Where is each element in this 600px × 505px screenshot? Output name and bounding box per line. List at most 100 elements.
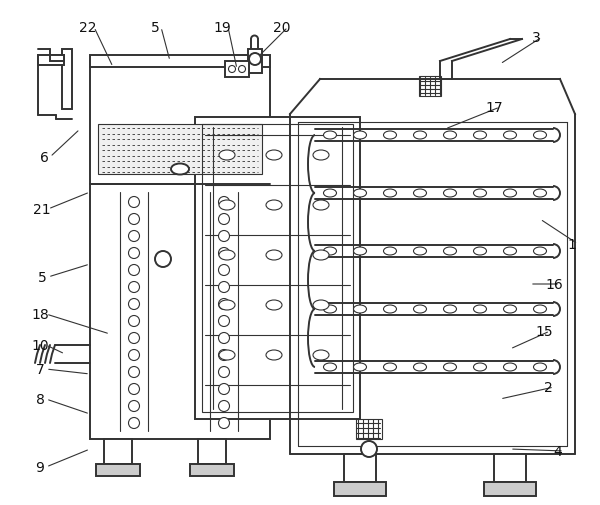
Bar xyxy=(104,439,132,464)
Ellipse shape xyxy=(383,306,397,314)
Bar xyxy=(195,118,360,419)
Circle shape xyxy=(218,367,229,378)
Circle shape xyxy=(218,316,229,327)
Circle shape xyxy=(218,384,229,395)
Text: 15: 15 xyxy=(535,324,553,338)
Circle shape xyxy=(238,66,245,73)
Circle shape xyxy=(218,197,229,208)
Ellipse shape xyxy=(443,132,457,140)
Ellipse shape xyxy=(383,132,397,140)
Bar xyxy=(484,482,536,496)
Circle shape xyxy=(128,333,139,344)
Ellipse shape xyxy=(383,189,397,197)
Ellipse shape xyxy=(219,250,235,261)
Ellipse shape xyxy=(323,363,337,371)
Ellipse shape xyxy=(313,300,329,311)
Circle shape xyxy=(218,265,229,276)
Circle shape xyxy=(218,400,229,412)
Bar xyxy=(344,454,376,482)
Circle shape xyxy=(218,214,229,225)
Circle shape xyxy=(218,282,229,293)
Text: 4: 4 xyxy=(554,444,562,458)
Text: 3: 3 xyxy=(532,31,541,45)
Ellipse shape xyxy=(323,189,337,197)
Text: 16: 16 xyxy=(545,277,563,291)
Circle shape xyxy=(128,384,139,395)
Bar xyxy=(90,62,270,185)
Text: 20: 20 xyxy=(273,21,291,35)
Bar xyxy=(190,464,234,476)
Bar xyxy=(90,56,270,68)
Circle shape xyxy=(128,231,139,242)
Bar xyxy=(98,125,262,175)
Ellipse shape xyxy=(323,132,337,140)
Text: 7: 7 xyxy=(35,362,44,376)
Ellipse shape xyxy=(473,189,487,197)
Bar xyxy=(225,62,249,78)
Bar xyxy=(248,50,262,74)
Ellipse shape xyxy=(413,189,427,197)
Ellipse shape xyxy=(266,300,282,311)
Text: 21: 21 xyxy=(33,203,51,217)
Bar xyxy=(96,464,140,476)
Ellipse shape xyxy=(323,306,337,314)
Text: 8: 8 xyxy=(35,392,44,406)
Bar xyxy=(356,419,382,439)
Circle shape xyxy=(128,316,139,327)
Ellipse shape xyxy=(266,200,282,211)
Circle shape xyxy=(128,282,139,293)
Ellipse shape xyxy=(473,247,487,256)
Text: 5: 5 xyxy=(151,21,160,35)
Ellipse shape xyxy=(353,247,367,256)
Ellipse shape xyxy=(413,363,427,371)
Circle shape xyxy=(155,251,171,268)
Circle shape xyxy=(218,299,229,310)
Ellipse shape xyxy=(171,164,189,175)
Ellipse shape xyxy=(413,132,427,140)
Bar xyxy=(50,56,64,62)
Ellipse shape xyxy=(353,306,367,314)
Text: 22: 22 xyxy=(79,21,97,35)
Ellipse shape xyxy=(266,150,282,161)
Ellipse shape xyxy=(503,363,517,371)
Circle shape xyxy=(218,350,229,361)
Ellipse shape xyxy=(503,247,517,256)
Ellipse shape xyxy=(413,247,427,256)
Bar xyxy=(334,482,386,496)
Bar xyxy=(198,439,226,464)
Bar xyxy=(419,77,441,97)
Ellipse shape xyxy=(443,306,457,314)
Text: 2: 2 xyxy=(544,380,553,394)
Ellipse shape xyxy=(503,132,517,140)
Circle shape xyxy=(218,333,229,344)
Text: 19: 19 xyxy=(213,21,231,35)
Text: 1: 1 xyxy=(568,237,577,251)
Text: 6: 6 xyxy=(40,150,49,165)
Ellipse shape xyxy=(533,363,547,371)
Ellipse shape xyxy=(473,306,487,314)
Ellipse shape xyxy=(503,306,517,314)
Circle shape xyxy=(361,441,377,457)
Ellipse shape xyxy=(443,363,457,371)
Circle shape xyxy=(218,248,229,259)
Ellipse shape xyxy=(353,132,367,140)
Ellipse shape xyxy=(266,350,282,360)
Ellipse shape xyxy=(443,247,457,256)
Ellipse shape xyxy=(473,363,487,371)
Ellipse shape xyxy=(533,306,547,314)
Circle shape xyxy=(128,248,139,259)
Bar xyxy=(38,56,64,66)
Ellipse shape xyxy=(533,132,547,140)
Bar xyxy=(90,185,270,439)
Circle shape xyxy=(128,214,139,225)
Ellipse shape xyxy=(219,150,235,161)
Ellipse shape xyxy=(353,189,367,197)
Ellipse shape xyxy=(313,350,329,360)
Ellipse shape xyxy=(266,250,282,261)
Ellipse shape xyxy=(313,150,329,161)
Ellipse shape xyxy=(219,350,235,360)
Circle shape xyxy=(128,265,139,276)
Ellipse shape xyxy=(533,189,547,197)
Circle shape xyxy=(229,66,235,73)
Circle shape xyxy=(218,418,229,429)
